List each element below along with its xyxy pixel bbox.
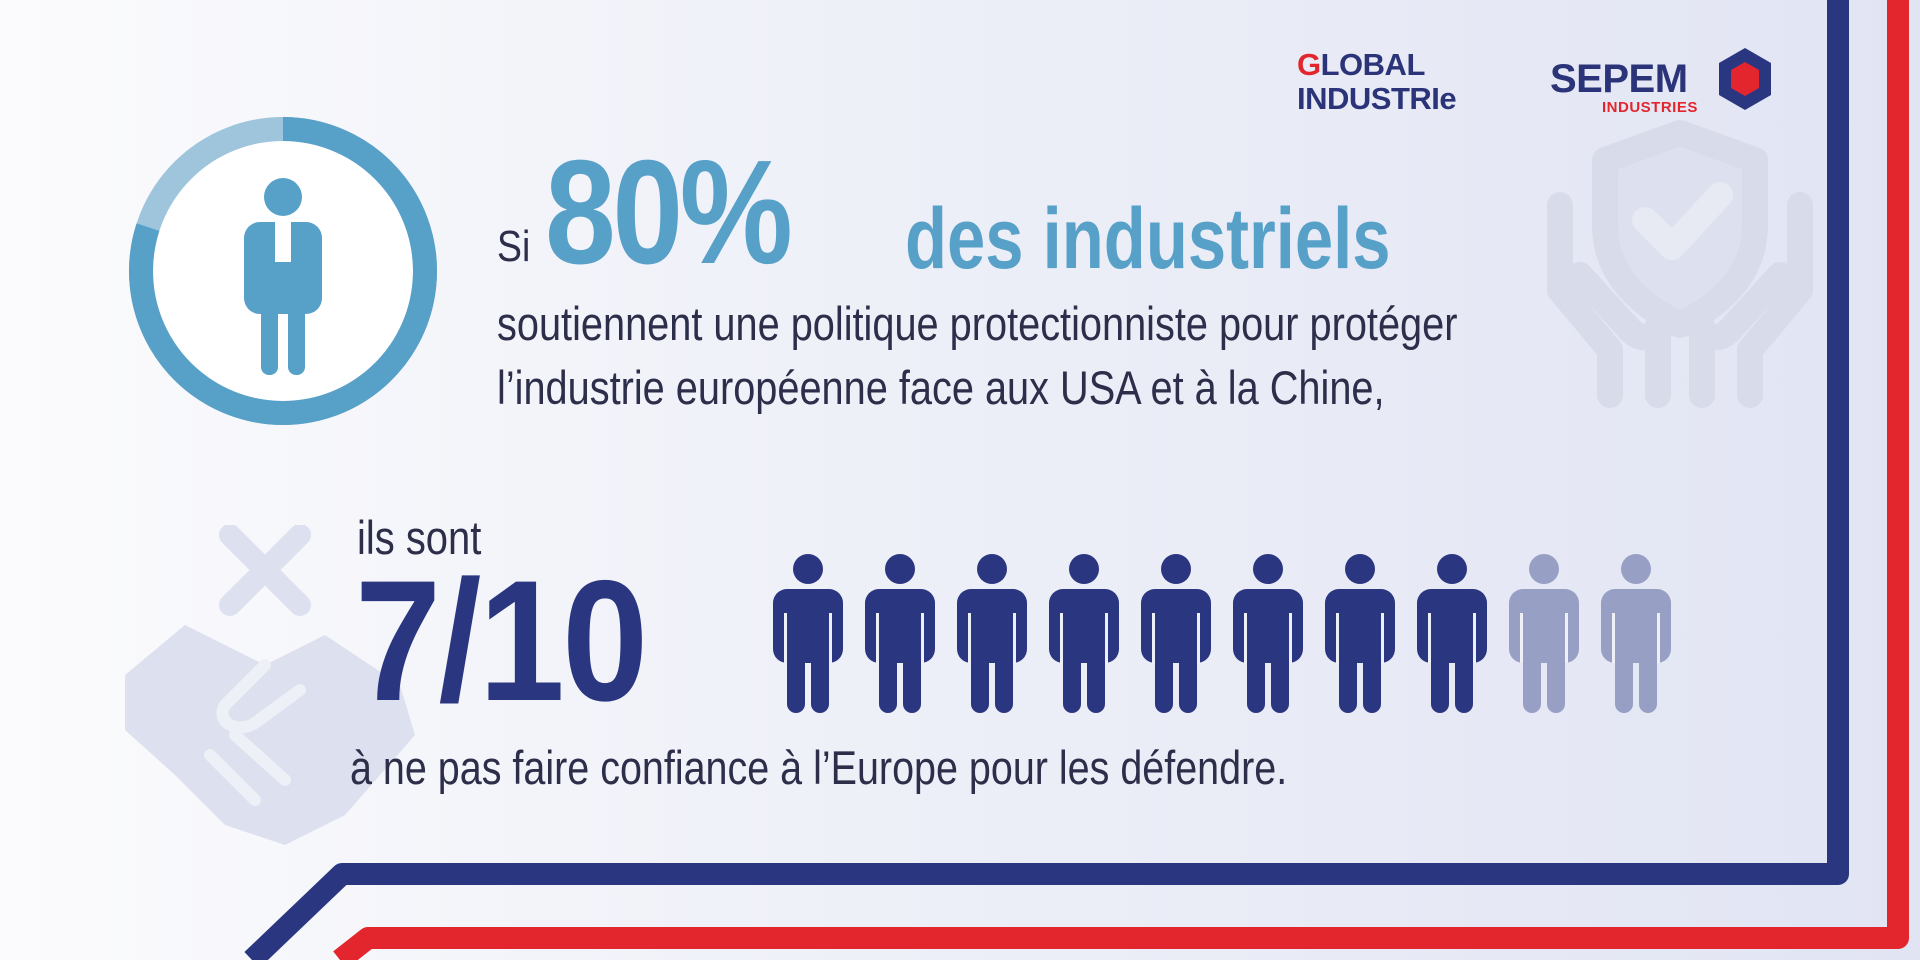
- person-icon: [1049, 554, 1119, 713]
- stat2-value: 7/10: [355, 545, 648, 737]
- person-icon: [1509, 554, 1579, 713]
- handshake-x-icon: [125, 525, 415, 845]
- hexagon-icon: [1719, 48, 1771, 110]
- person-icon: [1141, 554, 1211, 713]
- global-logo-line1-rest: LOBAL: [1320, 47, 1426, 82]
- people-pictogram-row: [770, 553, 1690, 715]
- stat1-line1: soutiennent une politique protectionnist…: [497, 297, 1458, 350]
- percentage-ring: [129, 117, 437, 425]
- stat1-value: 80%: [545, 130, 793, 295]
- sepem-industries-logo: SEPEM INDUSTRIES: [1550, 46, 1780, 118]
- person-icon: [773, 554, 843, 713]
- stat1-prefix: Si: [497, 222, 531, 271]
- sepem-logo-sub: INDUSTRIES: [1602, 99, 1698, 116]
- global-logo-line1: GLOBAL: [1297, 47, 1426, 82]
- person-icon: [957, 554, 1027, 713]
- sepem-logo-main: SEPEM: [1550, 57, 1688, 101]
- person-icon: [244, 178, 322, 375]
- hands-shield-check-icon: [1547, 120, 1813, 408]
- stat1-subject: des industriels: [905, 191, 1391, 287]
- stat1-line2: l’industrie européenne face aux USA et à…: [497, 361, 1385, 414]
- person-icon: [1325, 554, 1395, 713]
- person-icon: [1417, 554, 1487, 713]
- global-industrie-logo: GLOBAL INDUSTRIe: [1297, 48, 1497, 120]
- person-icon: [1601, 554, 1671, 713]
- stat2-intro: ils sont: [357, 511, 482, 564]
- person-icon: [865, 554, 935, 713]
- global-logo-line2: INDUSTRIe: [1297, 81, 1457, 116]
- person-icon: [1233, 554, 1303, 713]
- stat2-conclusion: à ne pas faire confiance à l’Europe pour…: [350, 741, 1288, 794]
